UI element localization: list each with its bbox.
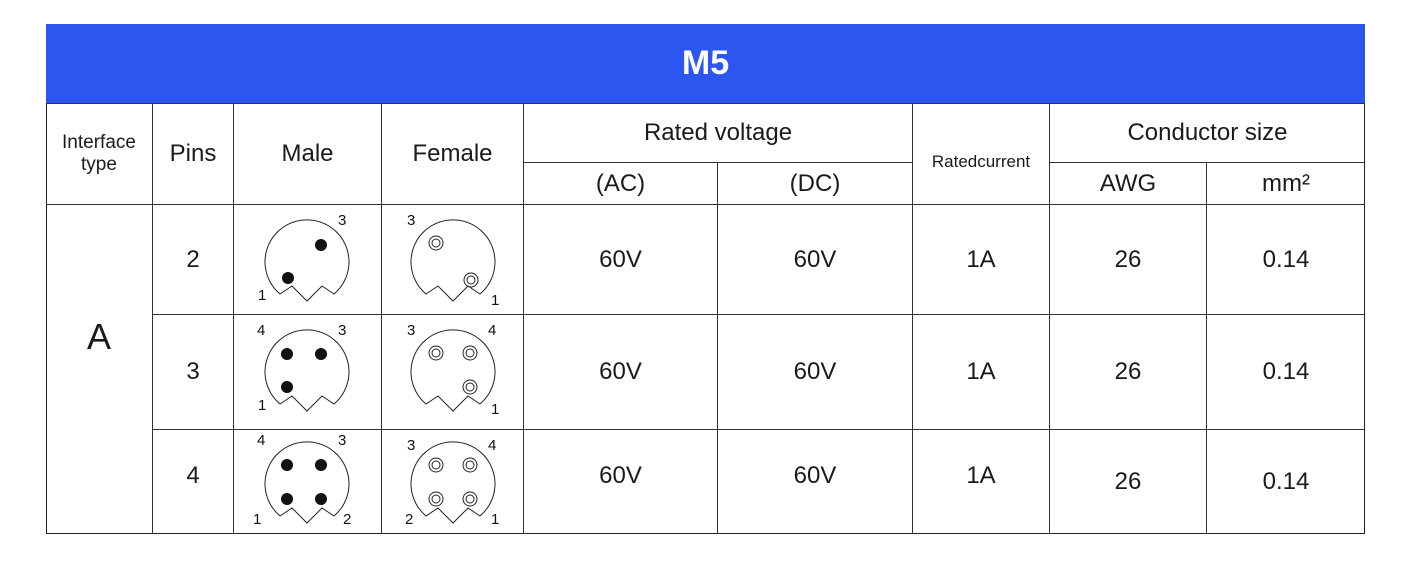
interface-type-value: A	[86, 316, 111, 357]
pin-label: 2	[405, 511, 413, 528]
pin-label: 3	[338, 212, 346, 229]
row-awg: 26	[1114, 245, 1142, 273]
pin-label: 4	[488, 322, 496, 339]
row-pins: 3	[186, 358, 200, 385]
pin-label: 2	[343, 511, 351, 528]
divider	[912, 103, 913, 534]
row-dc: 60V	[793, 358, 837, 385]
row-ac: 60V	[599, 245, 642, 273]
divider	[523, 103, 524, 534]
pin-label: 3	[407, 437, 415, 454]
pin-label: 1	[258, 287, 266, 304]
pin-label: 4	[257, 432, 265, 449]
male-connector-diagram: 3 1	[258, 212, 350, 304]
table-title: M5	[46, 24, 1365, 103]
pin-label: 3	[407, 322, 415, 339]
row-mm2: 0.14	[1262, 245, 1310, 273]
divider	[152, 429, 1365, 430]
header-male: Male	[281, 140, 334, 167]
female-connector-diagram: 3 4 2 1	[405, 437, 499, 528]
divider	[152, 314, 1365, 315]
row-pins: 4	[186, 462, 200, 489]
female-connector-diagram: 3 1	[407, 212, 499, 308]
header-interface-type: Interface type	[62, 132, 136, 175]
header-rated-current: Ratedcurrent	[931, 152, 1031, 171]
header-female: Female	[412, 140, 493, 167]
row-awg: 26	[1114, 358, 1142, 385]
pin-label: 1	[491, 401, 499, 418]
header-conductor-size: Conductor size	[1127, 119, 1288, 146]
pin-label: 1	[253, 511, 261, 528]
row-dc: 60V	[793, 462, 837, 489]
divider	[233, 103, 234, 534]
divider	[381, 103, 382, 534]
row-ac: 60V	[599, 462, 642, 489]
pin-label: 1	[491, 292, 499, 308]
header-rated-voltage: Rated voltage	[643, 119, 793, 146]
divider	[1049, 162, 1365, 163]
pin-label: 1	[491, 511, 499, 528]
row-ac: 60V	[599, 358, 642, 385]
row-awg: 26	[1114, 468, 1142, 495]
pin-label: 3	[407, 212, 415, 229]
pin-label: 4	[488, 437, 496, 454]
row-pins: 2	[186, 245, 200, 273]
divider	[523, 162, 913, 163]
pin-label: 3	[338, 322, 346, 339]
row-current: 1A	[966, 462, 996, 489]
row-current: 1A	[966, 358, 996, 385]
header-pins: Pins	[169, 140, 217, 167]
pin-label: 1	[258, 397, 266, 414]
divider	[46, 204, 1365, 205]
male-connector-diagram: 4 3 1 2	[253, 432, 351, 528]
divider	[717, 162, 718, 534]
header-dc: (DC)	[789, 169, 841, 197]
row-mm2: 0.14	[1262, 358, 1310, 385]
male-connector-diagram: 4 3 1	[257, 322, 350, 414]
divider	[1049, 103, 1050, 534]
pin-label: 4	[257, 322, 265, 339]
row-mm2: 0.14	[1262, 468, 1310, 495]
row-dc: 60V	[793, 245, 837, 273]
pin-label: 3	[338, 432, 346, 449]
divider	[1206, 162, 1207, 534]
row-current: 1A	[966, 245, 996, 273]
divider	[152, 103, 153, 534]
header-mm2: mm²	[1262, 169, 1310, 197]
header-awg: AWG	[1099, 169, 1157, 197]
female-connector-diagram: 3 4 1	[407, 322, 499, 418]
divider	[46, 103, 1365, 104]
header-ac: (AC)	[595, 169, 646, 197]
